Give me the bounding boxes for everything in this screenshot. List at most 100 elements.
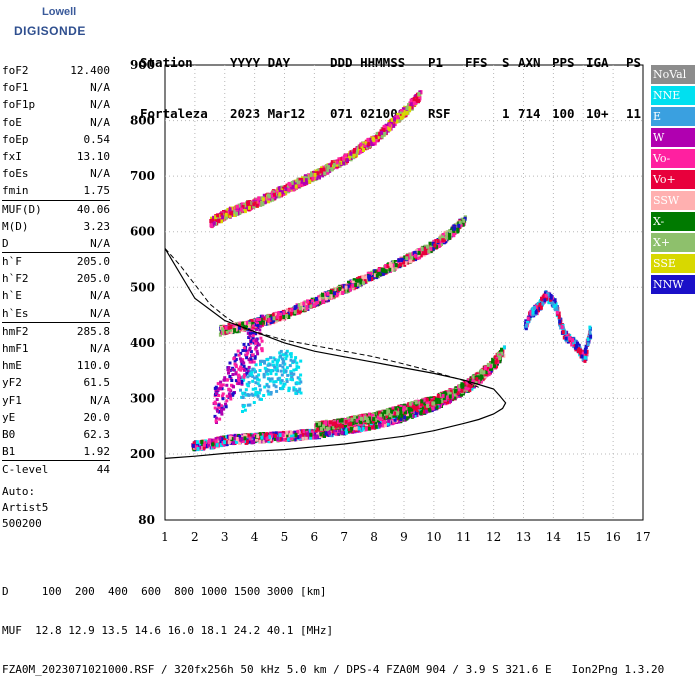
echo-point — [397, 258, 400, 262]
echo-point — [339, 419, 342, 423]
echo-point — [422, 251, 425, 255]
x-tick-label: 5 — [281, 530, 289, 544]
echo-point — [282, 315, 285, 319]
x-tick-label: 13 — [516, 530, 531, 544]
echo-point — [377, 272, 380, 276]
echo-point — [216, 443, 219, 447]
echo-point — [365, 427, 368, 431]
echo-point — [290, 308, 293, 312]
echo-point — [368, 277, 371, 281]
echo-point — [445, 236, 448, 240]
echo-point — [448, 233, 451, 237]
echo-point — [356, 419, 359, 423]
echo-point — [306, 432, 309, 436]
echo-point — [418, 251, 421, 255]
echo-point — [427, 249, 430, 253]
x-tick-label: 8 — [370, 530, 378, 544]
echo-point — [260, 436, 263, 440]
echo-point — [302, 437, 305, 441]
echo-point — [395, 263, 398, 267]
echo-point — [233, 328, 236, 332]
echo-point — [454, 389, 457, 393]
echo-point — [415, 400, 418, 404]
echo-point — [449, 394, 452, 398]
echo-point — [328, 432, 331, 436]
echo-point — [336, 424, 339, 428]
echo-point — [503, 345, 506, 349]
echo-point — [313, 303, 316, 307]
x-tick-label: 4 — [251, 530, 259, 544]
x-tick-label: 10 — [426, 530, 441, 544]
echo-point — [290, 431, 293, 435]
echo-point — [484, 366, 487, 370]
echo-point — [260, 321, 263, 325]
echo-point — [200, 440, 203, 444]
echo-point — [426, 245, 429, 249]
x-tick-label: 9 — [400, 530, 408, 544]
echo-point — [208, 438, 211, 442]
x-tick-label: 3 — [221, 530, 229, 544]
echo-point — [420, 411, 423, 415]
x-tick-label: 15 — [576, 530, 591, 544]
y-tick-label: 600 — [130, 225, 155, 239]
echo-point — [329, 420, 332, 424]
echo-point — [266, 314, 269, 318]
echo-point — [354, 283, 357, 287]
echo-point — [239, 438, 242, 442]
echo-point — [408, 407, 411, 411]
echo-point — [409, 402, 412, 406]
echo-point — [375, 425, 378, 429]
echo-point — [387, 409, 390, 413]
echo-point — [425, 410, 428, 414]
echo-point — [351, 284, 354, 288]
echo-point — [334, 432, 337, 436]
echo-point — [302, 302, 305, 306]
echo-point — [287, 438, 290, 442]
echo-point — [385, 269, 388, 273]
echo-point — [420, 399, 423, 403]
echo-point — [492, 359, 495, 363]
echo-point — [362, 281, 365, 285]
echo-point — [360, 417, 363, 421]
echo-point — [321, 293, 324, 297]
echo-point — [332, 422, 335, 426]
echo-point — [215, 439, 218, 443]
echo-point — [318, 422, 321, 426]
echo-point — [325, 432, 328, 436]
echo-point — [457, 391, 460, 395]
echo-point — [436, 239, 439, 243]
echo-point — [251, 440, 254, 444]
echo-point — [345, 431, 348, 435]
echo-point — [305, 436, 308, 440]
echo-point — [394, 407, 397, 411]
x-tick-label: 6 — [311, 530, 319, 544]
echo-point — [306, 306, 309, 310]
x-tick-label: 2 — [191, 530, 199, 544]
echo-point — [399, 407, 402, 411]
echo-point — [400, 258, 403, 262]
echo-point — [322, 424, 325, 428]
y-tick-label: 800 — [130, 114, 155, 128]
echo-point — [353, 415, 356, 419]
echo-point — [345, 286, 348, 290]
echo-point — [475, 377, 478, 381]
echo-point — [279, 316, 282, 320]
echo-point — [236, 437, 239, 441]
echo-point — [412, 405, 415, 409]
echo-point — [368, 427, 371, 431]
x-tick-label: 16 — [605, 530, 620, 544]
echo-point — [290, 312, 293, 316]
echo-point — [218, 437, 221, 441]
echo-point — [295, 433, 298, 437]
echo-point — [462, 219, 465, 223]
echo-point — [282, 433, 285, 437]
echo-point — [327, 292, 330, 296]
echo-point — [265, 432, 268, 436]
echo-point — [460, 384, 463, 388]
echo-point — [282, 311, 285, 315]
echo-point — [276, 315, 279, 319]
echo-point — [223, 440, 226, 444]
echo-point — [326, 427, 329, 431]
y-tick-label: 700 — [130, 169, 155, 183]
echo-point — [315, 297, 318, 301]
